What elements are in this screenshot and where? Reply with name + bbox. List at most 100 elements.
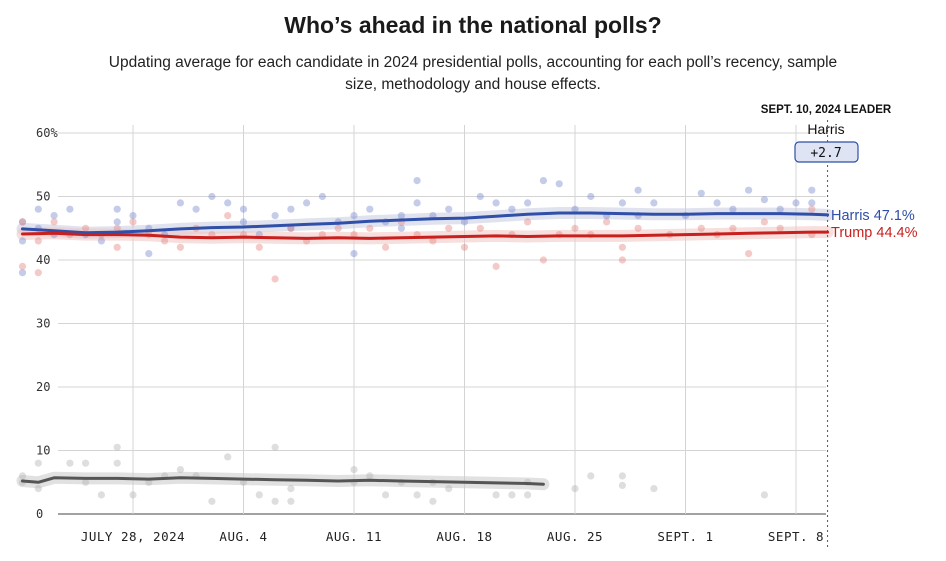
poll-dot-trump [445,224,453,232]
poll-dot-trump [318,231,326,239]
poll-dot-trump [82,224,90,232]
poll-dot-other [618,481,627,489]
poll-dot-harris [476,192,484,201]
poll-dot-other [113,443,121,451]
poll-dot-trump [729,224,737,232]
average-line-trump [21,230,830,240]
poll-dot-trump [113,243,121,251]
leader-margin-value: +2.7 [810,146,841,161]
y-tick-label: 0 [36,507,43,521]
trump-end-label: Trump 44.4% [831,225,918,241]
poll-dot-other [287,497,295,505]
y-axis-ticks: 60% 50 40 30 20 10 0 [36,126,58,521]
poll-dot-other [571,485,579,493]
poll-dot-harris [145,250,153,258]
poll-dot-other [760,491,769,499]
poll-dot-harris [492,199,500,207]
poll-dot-harris [413,177,421,185]
poll-dot-harris [776,205,784,213]
poll-dot-trump [334,224,342,232]
poll-dot-harris [239,218,248,226]
poll-dot-trump [745,250,753,258]
poll-dot-harris [729,205,737,213]
poll-dot-harris [650,199,658,207]
poll-dot-trump [539,256,548,264]
chart-title: Who’s ahead in the national polls? [284,12,662,38]
poll-dot-harris [350,212,358,220]
poll-dot-harris [760,196,769,204]
x-axis-ticks: JULY 28, 2024 AUG. 4 AUG. 11 AUG. 18 AUG. 25… [81,529,824,544]
poll-dot-harris [539,177,548,185]
poll-dot-trump [350,231,358,239]
leader-margin-badge [794,141,859,163]
y-tick-label: 30 [36,317,50,331]
y-tick-label: 10 [36,444,50,458]
poll-dot-harris [224,199,232,207]
poll-dot-harris [350,250,358,258]
y-tick-label: 40 [36,253,50,267]
poll-dot-other [508,491,516,499]
poll-dot-trump [618,243,627,251]
poll-dot-harris [445,205,453,213]
poll-dot-harris [176,199,184,207]
poll-dot-harris [318,192,326,201]
harris-end-label: Harris 47.1% [831,208,915,224]
poll-dot-harris [460,218,469,226]
x-tick-label: SEPT. 1 [657,529,713,544]
poll-dot-trump [366,224,374,232]
poll-dot-harris [18,218,27,226]
poll-dot-harris [113,205,121,213]
poll-dot-other [492,491,500,499]
gridlines [58,125,826,515]
poll-dot-trump [113,224,121,232]
poll-dot-harris [397,224,405,232]
poll-dot-other [524,491,532,499]
poll-dot-harris [97,237,105,245]
poll-dot-harris [524,199,532,207]
poll-dot-trump [18,262,27,270]
poll-dot-trump [492,262,500,270]
poll-dot-trump [129,218,137,226]
uncertainty-bands [16,207,834,491]
poll-dot-harris [18,237,27,245]
poll-dot-other [618,472,627,480]
poll-dot-other [224,453,232,461]
poll-dot-other [587,472,595,480]
x-tick-label: AUG. 4 [219,529,267,544]
poll-dot-trump [382,243,390,251]
average-line-other [21,476,545,486]
x-tick-label: SEPT. 8 [768,529,824,544]
y-tick-label: 50 [36,190,50,204]
poll-dot-harris [239,205,248,213]
poll-dot-trump [18,218,27,226]
poll-dot-trump [161,237,169,245]
poll-dot-other [429,497,437,505]
poll-dot-harris [271,212,279,220]
poll-dot-harris [287,205,295,213]
poll-dot-other [34,459,42,467]
poll-dot-other [82,478,90,486]
poll-dot-other [271,497,279,505]
poll-dot-other [97,491,105,499]
poll-dot-other [176,466,184,474]
poll-dot-harris [66,205,74,213]
poll-dot-other [66,459,74,467]
poll-dot-harris [208,192,216,201]
x-tick-label: AUG. 11 [326,529,382,544]
poll-dot-other [445,485,453,493]
poll-dot-harris [129,212,137,220]
poll-dot-trump [808,205,816,213]
poll-dot-harris [413,199,421,207]
leader-label: SEPT. 10, 2024 LEADER [761,104,892,116]
poll-dot-trump [34,237,42,245]
poll-dot-harris [113,218,121,226]
poll-dot-other [271,443,279,451]
poll-dot-harris [34,205,42,213]
poll-dot-harris [366,205,374,213]
poll-dot-harris [18,269,27,277]
poll-dot-other [366,472,374,480]
poll-dot-harris [587,192,595,201]
poll-dot-harris [634,186,642,194]
y-tick-label: 60% [36,126,58,140]
